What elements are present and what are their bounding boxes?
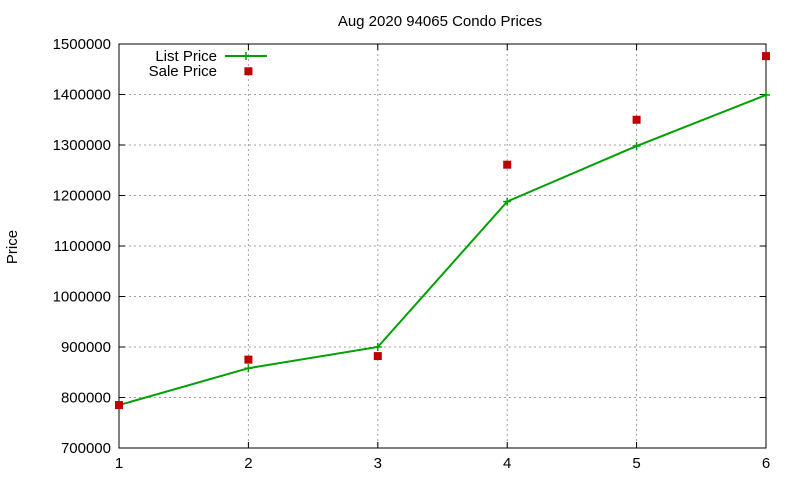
list-price-point bbox=[244, 364, 253, 373]
y-tick-label: 800000 bbox=[61, 390, 111, 407]
legend-marker-list-price bbox=[242, 52, 250, 60]
y-tick-label: 1100000 bbox=[54, 238, 111, 255]
y-tick-label: 1400000 bbox=[53, 87, 111, 104]
list-price-point bbox=[632, 142, 641, 151]
legend-label-sale-price: Sale Price bbox=[149, 63, 217, 80]
y-axis-label: Price bbox=[4, 230, 21, 264]
y-tick-label: 900000 bbox=[61, 339, 111, 356]
y-tick-label: 1500000 bbox=[53, 36, 111, 53]
sale-price-point bbox=[762, 52, 770, 61]
y-tick-labels: 700000 800000 900000 1000000 1100000 1200000 1… bbox=[53, 36, 111, 457]
series-layer bbox=[115, 52, 770, 410]
legend-label-list-price: List Price bbox=[155, 48, 217, 65]
axes bbox=[118, 43, 767, 449]
legend: List Price Sale Price bbox=[149, 48, 267, 80]
x-tick-labels: 1 2 3 4 5 6 bbox=[115, 455, 770, 472]
sale-price-point bbox=[632, 115, 641, 124]
y-tick-label: 700000 bbox=[61, 440, 111, 457]
x-tick-label: 2 bbox=[244, 455, 252, 472]
sale-price-point bbox=[115, 401, 123, 410]
x-tick-label: 4 bbox=[503, 455, 511, 472]
list-price-point bbox=[762, 91, 770, 100]
x-tick-label: 3 bbox=[374, 455, 382, 472]
x-tick-label: 6 bbox=[762, 455, 770, 472]
sale-price-point bbox=[244, 355, 253, 364]
list-price-line bbox=[118, 94, 767, 407]
sale-price-point bbox=[503, 160, 512, 169]
sale-price-point bbox=[244, 67, 253, 76]
y-tick-label: 1200000 bbox=[53, 188, 111, 205]
chart-title: Aug 2020 94065 Condo Prices bbox=[338, 13, 542, 30]
y-tick-label: 1000000 bbox=[53, 289, 111, 306]
x-tick-label: 5 bbox=[632, 455, 640, 472]
list-price-point bbox=[373, 343, 382, 351]
sale-price-point bbox=[373, 352, 382, 361]
list-price-point bbox=[503, 197, 512, 206]
x-tick-label: 1 bbox=[115, 455, 123, 472]
plot-frame bbox=[118, 43, 767, 449]
grid bbox=[119, 44, 766, 448]
y-tick-label: 1300000 bbox=[53, 137, 111, 154]
